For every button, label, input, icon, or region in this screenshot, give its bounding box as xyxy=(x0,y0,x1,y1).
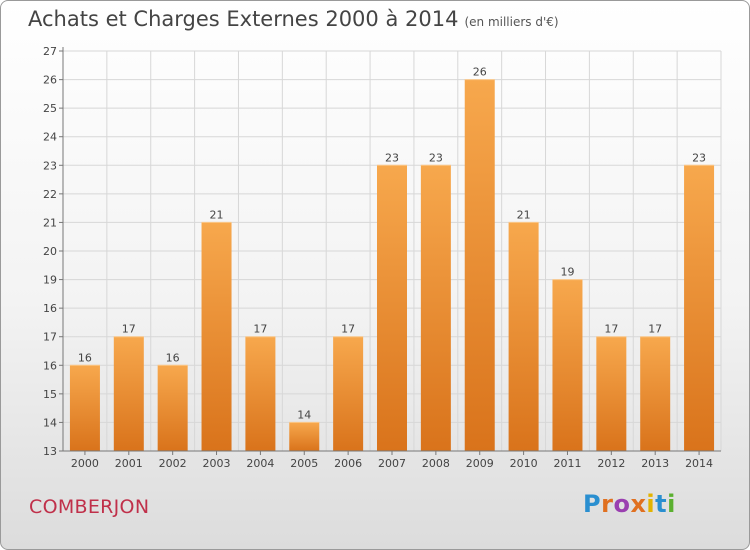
x-tick-label: 2013 xyxy=(641,457,669,470)
bar-2013 xyxy=(640,336,671,451)
data-label: 17 xyxy=(122,323,136,336)
chart-title-text: Achats et Charges Externes 2000 à 2014 xyxy=(28,7,459,31)
y-tick-label: 21 xyxy=(43,216,57,229)
y-tick-label: 19 xyxy=(43,274,57,287)
x-tick-label: 2006 xyxy=(334,457,362,470)
y-tick-label: 24 xyxy=(43,131,57,144)
y-tick-label: 16 xyxy=(43,302,57,315)
data-label: 17 xyxy=(253,323,267,336)
bar-2007 xyxy=(377,165,407,452)
bar-2012 xyxy=(596,336,627,451)
y-tick-label: 13 xyxy=(43,445,57,458)
bar-2014 xyxy=(684,165,715,452)
x-tick-label: 2002 xyxy=(159,457,187,470)
y-tick-label: 16 xyxy=(43,359,57,372)
chart-title: Achats et Charges Externes 2000 à 2014 (e… xyxy=(28,7,559,31)
bar-2009 xyxy=(464,79,495,452)
x-tick-label: 2007 xyxy=(378,457,406,470)
x-tick-label: 2010 xyxy=(510,457,538,470)
y-tick-label: 15 xyxy=(43,388,57,401)
x-tick-label: 2011 xyxy=(553,457,581,470)
x-tick-label: 2000 xyxy=(71,457,99,470)
data-label: 19 xyxy=(560,266,574,279)
y-tick-label: 22 xyxy=(43,188,57,201)
y-tick-label: 17 xyxy=(43,331,57,344)
data-label: 23 xyxy=(429,151,443,164)
bar-2004 xyxy=(245,336,276,451)
x-tick-label: 2012 xyxy=(597,457,625,470)
data-label: 16 xyxy=(78,351,92,364)
x-tick-label: 2005 xyxy=(290,457,318,470)
bar-2000 xyxy=(69,365,100,451)
data-label: 23 xyxy=(692,151,706,164)
data-label: 16 xyxy=(166,351,180,364)
data-label: 14 xyxy=(297,408,311,421)
y-tick-label: 14 xyxy=(43,416,57,429)
x-tick-label: 2009 xyxy=(466,457,494,470)
y-tick-label: 27 xyxy=(43,45,57,58)
data-label: 17 xyxy=(604,323,618,336)
axes: 13 14 15 16 17 16 19 20 21 22 23 24 25 26 27 2000 2001 20… xyxy=(43,45,721,470)
y-tick-label: 26 xyxy=(43,74,57,87)
bar-2011 xyxy=(552,279,583,451)
x-tick-label: 2004 xyxy=(246,457,274,470)
y-tick-label: 20 xyxy=(43,245,57,258)
bars xyxy=(69,79,715,452)
bar-2010 xyxy=(508,222,539,451)
data-labels: 16 17 16 21 17 14 17 23 23 26 21 19 17 17 23 xyxy=(78,66,706,422)
chart-subtitle: (en milliers d'€) xyxy=(464,15,559,29)
data-label: 26 xyxy=(473,66,487,79)
proxiti-logo[interactable]: Proxiti xyxy=(583,490,676,518)
x-tick-label: 2001 xyxy=(115,457,143,470)
data-label: 21 xyxy=(210,208,224,221)
y-tick-label: 25 xyxy=(43,102,57,115)
bar-2002 xyxy=(157,365,188,451)
data-label: 17 xyxy=(648,323,662,336)
x-tick-label: 2014 xyxy=(685,457,713,470)
x-tick-label: 2008 xyxy=(422,457,450,470)
bar-2005 xyxy=(289,422,320,451)
bar-2006 xyxy=(333,336,364,451)
bar-2003 xyxy=(201,222,232,451)
bar-2008 xyxy=(420,165,451,452)
x-tick-label: 2003 xyxy=(203,457,231,470)
data-label: 23 xyxy=(385,151,399,164)
data-label: 21 xyxy=(517,208,531,221)
commune-name: COMBERJON xyxy=(29,496,150,518)
y-tick-label: 23 xyxy=(43,159,57,172)
bar-2001 xyxy=(113,336,144,451)
data-label: 17 xyxy=(341,323,355,336)
